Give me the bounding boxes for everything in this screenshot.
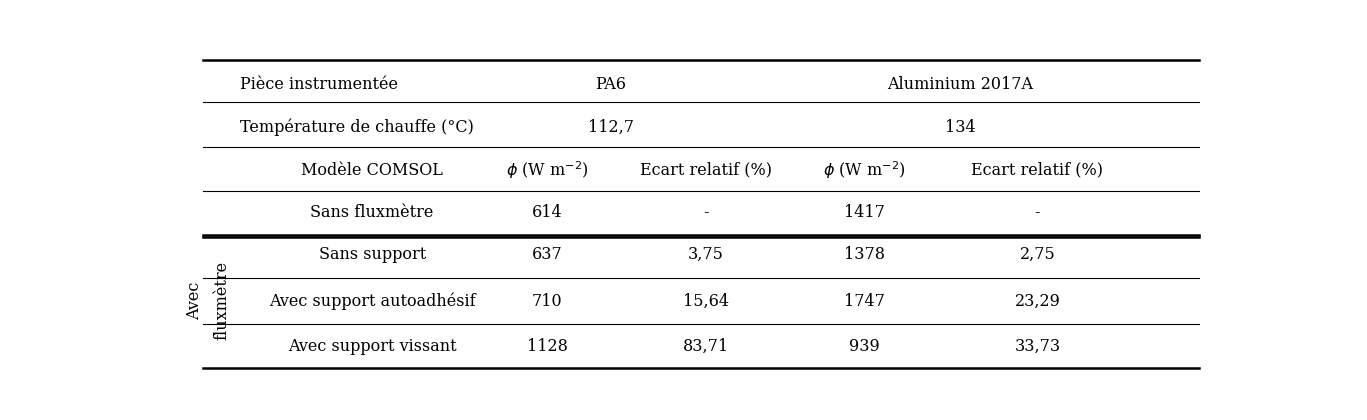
Text: Avec support vissant: Avec support vissant: [288, 338, 457, 355]
Text: $\phi$ (W m$^{-2}$): $\phi$ (W m$^{-2}$): [823, 159, 906, 181]
Text: $\phi$ (W m$^{-2}$): $\phi$ (W m$^{-2}$): [506, 159, 588, 181]
Text: 2,75: 2,75: [1020, 246, 1055, 263]
Text: 83,71: 83,71: [684, 338, 729, 355]
Text: 1378: 1378: [845, 246, 886, 263]
Text: 637: 637: [532, 246, 562, 263]
Text: Aluminium 2017A: Aluminium 2017A: [887, 76, 1033, 93]
Text: Sans support: Sans support: [319, 246, 425, 263]
Text: 939: 939: [849, 338, 880, 355]
Text: 134: 134: [945, 119, 976, 136]
Text: Température de chauffe (°C): Température de chauffe (°C): [239, 118, 473, 136]
Text: Ecart relatif (%): Ecart relatif (%): [972, 162, 1103, 178]
Text: -: -: [703, 204, 708, 220]
Text: 33,73: 33,73: [1014, 338, 1061, 355]
Text: Avec support autoadhésif: Avec support autoadhésif: [269, 292, 476, 310]
Text: 1747: 1747: [845, 293, 886, 310]
Text: 15,64: 15,64: [684, 293, 729, 310]
Text: 710: 710: [532, 293, 562, 310]
Text: 112,7: 112,7: [588, 119, 633, 136]
Text: 1128: 1128: [526, 338, 567, 355]
Text: Pièce instrumentée: Pièce instrumentée: [239, 76, 398, 93]
Text: Ecart relatif (%): Ecart relatif (%): [640, 162, 772, 178]
Text: -: -: [1035, 204, 1040, 220]
Text: Sans fluxmètre: Sans fluxmètre: [310, 204, 433, 220]
Text: 1417: 1417: [845, 204, 886, 220]
Text: 3,75: 3,75: [688, 246, 723, 263]
Text: fluxmètre: fluxmètre: [213, 261, 230, 340]
Text: 614: 614: [532, 204, 562, 220]
Text: Modèle COMSOL: Modèle COMSOL: [301, 162, 443, 178]
Text: 23,29: 23,29: [1014, 293, 1061, 310]
Text: Avec: Avec: [186, 281, 202, 320]
Text: PA6: PA6: [595, 76, 626, 93]
